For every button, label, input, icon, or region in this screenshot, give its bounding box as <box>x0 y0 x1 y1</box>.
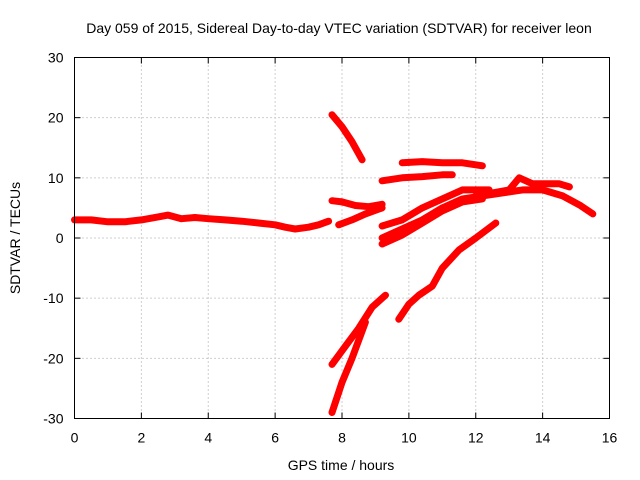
y-tick-label: -20 <box>43 350 63 366</box>
series-arc-3 <box>328 197 386 211</box>
series-arc-2 <box>328 111 366 164</box>
x-tick-label: 2 <box>137 430 145 446</box>
series-arc-5 <box>328 291 389 368</box>
axis-ticks <box>74 57 610 419</box>
x-tick-label: 6 <box>271 430 279 446</box>
y-tick-label: 30 <box>48 50 64 66</box>
series-arc-10 <box>378 186 493 230</box>
grid <box>74 57 610 419</box>
y-tick-label: -10 <box>43 290 63 306</box>
y-tick-label: 20 <box>48 110 64 126</box>
x-tick-label: 0 <box>71 430 79 446</box>
series-arc-8 <box>398 158 486 170</box>
x-tick-label: 16 <box>602 430 618 446</box>
y-tick-label: 0 <box>56 230 64 246</box>
series-arc-6 <box>328 318 369 416</box>
y-tick-label: 10 <box>48 170 64 186</box>
series-arc-1 <box>71 211 333 233</box>
x-axis-label: GPS time / hours <box>288 457 395 473</box>
tick-labels: 0 2 4 6 8 10 12 14 16 -30 -20 -10 0 10 20 30 <box>43 50 617 446</box>
x-tick-label: 10 <box>401 430 417 446</box>
series-arc-11 <box>378 195 486 248</box>
series-arc-14 <box>478 186 597 218</box>
series-layer <box>71 111 597 416</box>
series-arc-7 <box>378 171 456 185</box>
x-tick-label: 12 <box>468 430 484 446</box>
y-axis-label: SDTVAR / TECUs <box>7 182 23 294</box>
x-tick-label: 4 <box>204 430 212 446</box>
chart-title: Day 059 of 2015, Sidereal Day-to-day VTE… <box>86 20 592 36</box>
y-tick-label: -30 <box>43 411 63 427</box>
x-tick-label: 14 <box>535 430 551 446</box>
x-tick-label: 8 <box>338 430 346 446</box>
series-arc-4 <box>335 204 386 229</box>
series-arc-12 <box>395 219 500 323</box>
